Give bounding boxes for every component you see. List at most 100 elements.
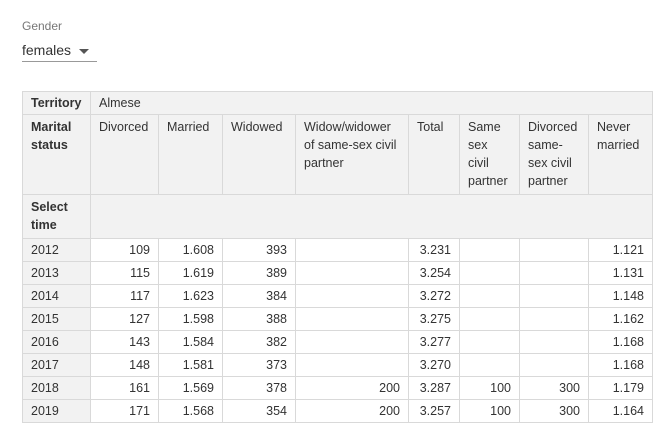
row-year: 2018 [22, 376, 91, 400]
gender-select[interactable]: females [22, 39, 97, 62]
row-year: 2019 [22, 399, 91, 423]
table-cell: 1.581 [158, 353, 223, 377]
table-cell: 382 [222, 330, 296, 354]
table-cell [459, 353, 520, 377]
row-year: 2016 [22, 330, 91, 354]
table-cell: 1.569 [158, 376, 223, 400]
table-cell [519, 261, 589, 285]
table-cell: 1.584 [158, 330, 223, 354]
table-row: 2016 143 1.584 382 3.277 1.168 [22, 330, 653, 354]
column-header-widow-civil: Widow/widower of same-sex civil partner [295, 114, 409, 195]
row-year: 2017 [22, 353, 91, 377]
table-cell: 3.272 [408, 284, 460, 308]
table-cell: 161 [90, 376, 159, 400]
table-cell: 1.162 [588, 307, 653, 331]
table-row: 2014 117 1.623 384 3.272 1.148 [22, 284, 653, 308]
column-header-widowed: Widowed [222, 114, 296, 195]
table-row: 2019 171 1.568 354 200 3.257 100 300 1.164 [22, 399, 653, 423]
territory-header: Territory [22, 91, 91, 115]
table-cell: 109 [90, 238, 159, 262]
table-cell: 3.270 [408, 353, 460, 377]
column-header-divorced: Divorced [90, 114, 159, 195]
table-cell: 3.277 [408, 330, 460, 354]
table-row: 2015 127 1.598 388 3.275 1.162 [22, 307, 653, 331]
table-cell [519, 238, 589, 262]
column-header-divorced-same-sex: Divorced same-sex civil partner [519, 114, 589, 195]
table-cell: 3.287 [408, 376, 460, 400]
table-cell: 389 [222, 261, 296, 285]
table-cell: 3.231 [408, 238, 460, 262]
table-row: 2017 148 1.581 373 3.270 1.168 [22, 353, 653, 377]
table-cell: 1.619 [158, 261, 223, 285]
marital-row: Marital status Divorced Married Widowed … [22, 114, 653, 195]
table-cell: 171 [90, 399, 159, 423]
table-cell: 373 [222, 353, 296, 377]
table-cell [459, 238, 520, 262]
gender-filter: Gender females [22, 18, 97, 62]
territory-value: Almese [90, 91, 653, 115]
table-cell [459, 284, 520, 308]
column-header-total: Total [408, 114, 460, 195]
gender-filter-label: Gender [22, 19, 63, 33]
table-cell: 3.254 [408, 261, 460, 285]
table-cell: 100 [459, 376, 520, 400]
table-cell [459, 307, 520, 331]
table-cell [295, 307, 409, 331]
table-row: 2012 109 1.608 393 3.231 1.121 [22, 238, 653, 262]
table-cell: 1.623 [158, 284, 223, 308]
row-year: 2012 [22, 238, 91, 262]
table-cell [519, 284, 589, 308]
time-header-spacer [90, 194, 653, 239]
table-cell: 1.168 [588, 353, 653, 377]
table-row: 2013 115 1.619 389 3.254 1.131 [22, 261, 653, 285]
row-year: 2015 [22, 307, 91, 331]
table-cell [295, 353, 409, 377]
column-header-married: Married [158, 114, 223, 195]
table-cell: 384 [222, 284, 296, 308]
table-cell: 354 [222, 399, 296, 423]
table-cell: 1.131 [588, 261, 653, 285]
row-year: 2013 [22, 261, 91, 285]
table-cell: 3.257 [408, 399, 460, 423]
table-cell [519, 307, 589, 331]
time-header: Select time [22, 194, 91, 239]
table-cell: 200 [295, 376, 409, 400]
time-row: Select time [22, 194, 653, 239]
table-cell: 393 [222, 238, 296, 262]
table-cell: 1.608 [158, 238, 223, 262]
table-cell: 1.148 [588, 284, 653, 308]
table-cell [295, 238, 409, 262]
table-cell: 100 [459, 399, 520, 423]
table-cell: 3.275 [408, 307, 460, 331]
row-year: 2014 [22, 284, 91, 308]
data-table: Territory Almese Marital status Divorced… [22, 91, 653, 423]
table-cell: 1.179 [588, 376, 653, 400]
caret-down-icon [79, 48, 90, 54]
table-cell: 378 [222, 376, 296, 400]
table-cell: 1.568 [158, 399, 223, 423]
table-cell: 115 [90, 261, 159, 285]
table-cell: 300 [519, 399, 589, 423]
table-cell: 1.598 [158, 307, 223, 331]
table-cell: 127 [90, 307, 159, 331]
table-cell: 1.168 [588, 330, 653, 354]
table-cell: 200 [295, 399, 409, 423]
table-row: 2018 161 1.569 378 200 3.287 100 300 1.179 [22, 376, 653, 400]
table-cell: 1.121 [588, 238, 653, 262]
table-cell [519, 353, 589, 377]
table-cell [459, 330, 520, 354]
table-cell [519, 330, 589, 354]
marital-header: Marital status [22, 114, 91, 195]
table-cell: 117 [90, 284, 159, 308]
column-header-never-married: Never married [588, 114, 653, 195]
table-cell [295, 284, 409, 308]
table-cell: 143 [90, 330, 159, 354]
gender-select-value: females [22, 42, 72, 58]
table-cell: 148 [90, 353, 159, 377]
table-cell: 300 [519, 376, 589, 400]
table-cell [459, 261, 520, 285]
table-cell: 388 [222, 307, 296, 331]
table-body: 2012 109 1.608 393 3.231 1.121 2013 115 1.619 389… [22, 238, 653, 423]
table-cell [295, 330, 409, 354]
